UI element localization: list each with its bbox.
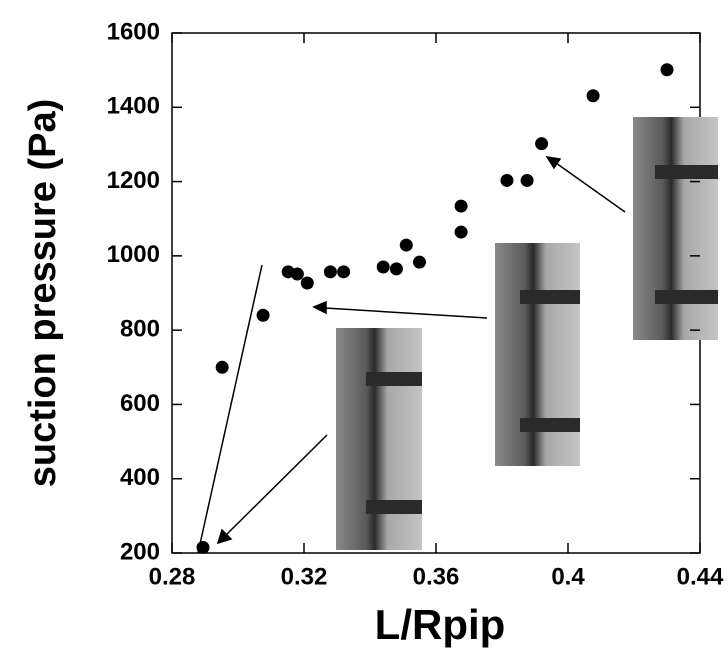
y-tick-label: 800: [120, 315, 160, 342]
x-axis-label: L/Rpip: [375, 601, 506, 648]
y-tick-label: 400: [120, 464, 160, 491]
x-tick-label: 0.32: [281, 563, 328, 590]
point: [300, 276, 314, 290]
point: [413, 255, 426, 269]
insets: [336, 117, 718, 550]
point: [586, 89, 600, 103]
arrow: [324, 307, 488, 319]
x-tick-label: 0.44: [677, 563, 724, 590]
micrograph-band: [520, 418, 580, 432]
point: [290, 267, 304, 281]
point: [454, 225, 468, 239]
point: [256, 308, 270, 322]
micrograph-band: [655, 290, 718, 304]
micrograph-band: [520, 290, 580, 304]
y-tick-label: 1600: [107, 18, 160, 45]
point: [376, 260, 390, 274]
point: [323, 265, 337, 279]
x-tick-label: 0.28: [149, 563, 196, 590]
y-tick-label: 1400: [107, 93, 160, 120]
x-tick-label: 0.4: [551, 563, 585, 590]
micrograph: [336, 328, 422, 550]
y-tick-label: 200: [120, 538, 160, 565]
arrows: [197, 156, 626, 554]
point: [520, 173, 534, 187]
micrograph-band: [366, 372, 422, 386]
arrow: [555, 162, 626, 213]
point: [454, 199, 468, 213]
arrowhead: [545, 156, 562, 170]
y-tick-label: 1200: [107, 167, 160, 194]
point: [660, 63, 674, 77]
point: [389, 262, 403, 276]
micrograph: [495, 243, 580, 466]
guide-line: [197, 264, 263, 554]
arrowhead: [312, 300, 327, 315]
y-tick-label: 1000: [107, 241, 160, 268]
micrograph-band: [655, 165, 718, 179]
y-tick-label: 600: [120, 390, 160, 417]
point: [337, 265, 351, 279]
arrowhead: [216, 528, 233, 545]
micrograph: [633, 117, 718, 340]
arrow: [225, 434, 328, 536]
point: [399, 238, 413, 252]
point: [535, 137, 549, 151]
point: [215, 360, 229, 374]
x-tick-label: 0.36: [413, 563, 460, 590]
y-axis-label: suction pressure (Pa): [22, 99, 64, 488]
plot-frame: [171, 32, 701, 554]
point: [500, 173, 514, 187]
point: [196, 540, 210, 554]
micrograph-band: [366, 500, 422, 514]
